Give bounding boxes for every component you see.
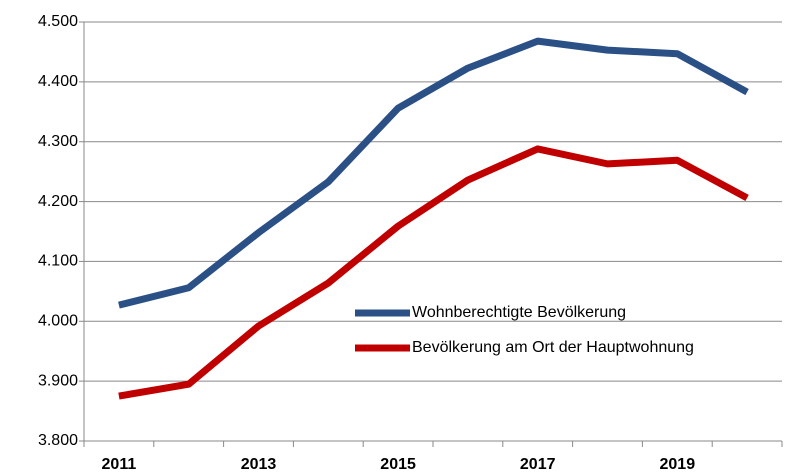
series-line [118,145,749,400]
y-tick-label: 4.500 [38,13,78,30]
y-tick-label: 3.800 [38,432,78,449]
x-tick-label: 2017 [520,456,556,473]
series-line [118,37,749,309]
y-tick-label: 4.000 [38,313,78,330]
y-tick-label: 4.400 [38,73,78,90]
legend-label: Bevölkerung am Ort der Hauptwohnung [412,339,694,356]
x-tick-label: 2015 [380,456,416,473]
x-tick-label: 2011 [102,456,137,473]
legend-label: Wohnberechtigte Bevölkerung [412,304,626,321]
y-tick-label: 4.300 [38,133,78,150]
y-tick-label: 3.900 [38,372,78,389]
y-tick-label: 4.100 [38,253,78,270]
x-tick-label: 2019 [660,456,696,473]
x-tick-label: 2013 [241,456,277,473]
y-tick-label: 4.200 [38,193,78,210]
